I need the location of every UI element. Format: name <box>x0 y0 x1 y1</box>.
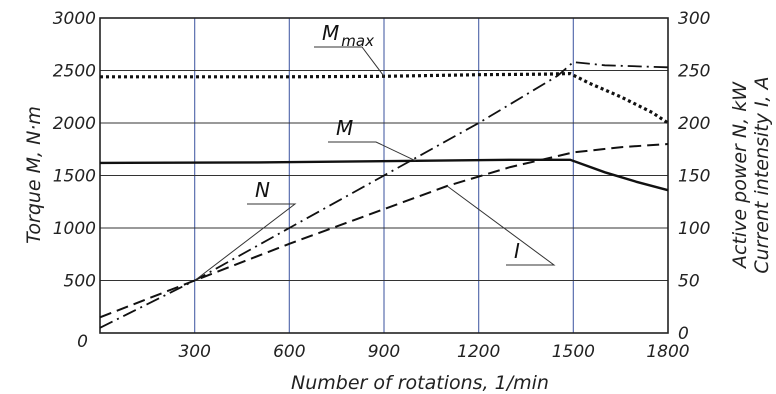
x-tick-label: 1800 <box>646 342 689 362</box>
x-tick-label: 1200 <box>457 342 500 362</box>
x-tick-label: 900 <box>368 342 400 362</box>
y-left-tick-label: 2000 <box>53 114 96 134</box>
series-line-0 <box>100 71 669 125</box>
series-leader-3 <box>446 185 556 266</box>
series-line-2 <box>99 61 669 329</box>
y-axis-right-label-power: Active power N, kW <box>729 81 751 270</box>
y-left-tick-label-zero: 0 <box>77 332 88 352</box>
y-left-tick-label: 1500 <box>53 167 96 187</box>
y-right-tick-label: 200 <box>678 114 710 134</box>
x-tick-label: 300 <box>178 342 210 362</box>
y-right-tick-label: 150 <box>678 167 710 187</box>
y-right-tick-label: 100 <box>678 219 710 239</box>
y-right-tick-label: 300 <box>678 9 710 29</box>
series-label-3: I <box>514 239 520 263</box>
x-tick-label: 1500 <box>552 342 595 362</box>
y-right-tick-label: 0 <box>678 324 689 344</box>
y-left-tick-label: 1000 <box>53 219 96 239</box>
series-label-2: N <box>255 178 270 202</box>
series-leader-2 <box>194 203 297 281</box>
y-left-tick-label: 3000 <box>53 9 96 29</box>
y-left-tick-label: 2500 <box>53 62 96 82</box>
y-right-tick-label: 50 <box>678 272 700 292</box>
x-axis-label: Number of rotations, 1/min <box>291 372 549 394</box>
plot-frame <box>99 17 669 334</box>
series-label-1: M <box>336 116 353 140</box>
tick-labels: 300 600 900 1200 1500 18000500100015002000250… <box>53 9 711 362</box>
y-axis-left-label: Torque M, N·m <box>23 106 45 244</box>
series-line-1 <box>99 158 669 192</box>
x-tick-label: 600 <box>273 342 305 362</box>
y-right-tick-label: 250 <box>678 62 710 82</box>
y-left-tick-label: 500 <box>64 272 96 292</box>
series-leader-0 <box>314 46 385 77</box>
series-leader-1 <box>328 141 416 162</box>
y-axis-right-label-current: Current intensity I, A <box>751 76 773 273</box>
